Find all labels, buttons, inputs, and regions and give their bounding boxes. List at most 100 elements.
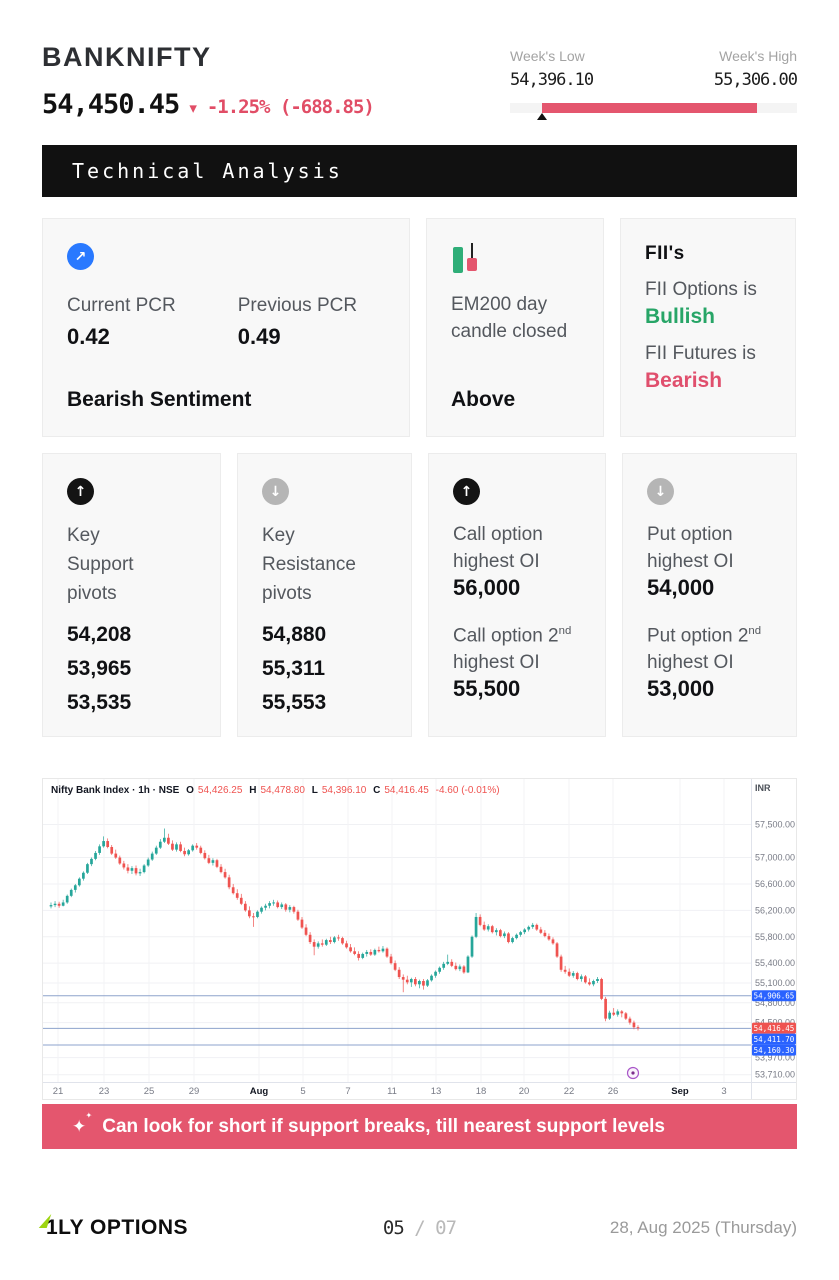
resistance-label-line: Key [262,525,295,546]
previous-pcr-value: 0.49 [237,324,281,349]
svg-text:22: 22 [564,1086,575,1097]
resistance-label-line: Resistance [262,554,356,575]
svg-text:56,600.00: 56,600.00 [755,879,795,889]
put-oi-value: 54,000 [647,575,715,600]
candlestick-chart[interactable]: 57,500.00 57,000.00 56,600.00 56,200.00 55,8… [43,779,796,1099]
em200-line2: candle closed [451,321,568,342]
em200-line1: EM200 day [451,294,548,315]
open-value: 54,426.25 [197,785,243,796]
week-high-value: 55,306.00 [713,70,798,90]
put-oi2-sup: nd [748,625,762,637]
em200-value: Above [451,388,516,411]
support-value: 54,208 [67,623,132,646]
svg-text:53,970.00: 53,970.00 [755,1053,795,1063]
svg-text:54,800.00: 54,800.00 [755,998,795,1008]
call-oi2-value: 55,500 [453,676,521,702]
svg-text:54,411.70: 54,411.70 [754,1035,795,1044]
week-low-label: Week's Low [510,48,585,64]
svg-text:Sep: Sep [671,1086,689,1097]
header: BANKNIFTY 54,450.45 ▾ -1.25% (-688.85) W… [42,42,798,120]
arrow-up-icon: ↑ [453,478,480,505]
insight-banner: ✦ ✦ Can look for short if support breaks,… [42,1104,797,1149]
insight-text: Can look for short if support breaks, ti… [102,1115,665,1137]
svg-text:55,400.00: 55,400.00 [755,958,795,968]
week-low-value: 54,396.10 [510,70,594,90]
arrow-up-right-icon: ↗ [67,243,94,270]
call-oi2-label: highest OI [453,652,540,674]
call-oi-value: 56,000 [453,575,521,600]
svg-text:57,000.00: 57,000.00 [755,853,795,863]
grid-lines [43,779,751,1082]
em200-card: EM200 day candle closed Above [426,218,604,437]
put-oi2-label: Put option 2 [647,625,749,647]
week-range-fill [541,103,757,113]
support-value: 53,965 [67,657,132,680]
arrow-down-icon: ↓ [647,478,674,505]
chart-legend: Nifty Bank Index · 1h · NSE O 54,426.25 H… [51,785,504,796]
put-oi-card: ↓ Put option highest OI 54,000 Put optio… [622,453,797,737]
support-label-line: Support [67,554,134,575]
previous-pcr-label: Previous PCR [237,295,358,316]
page-indicator: 05 / 07 [382,1217,457,1239]
svg-text:54,416.45: 54,416.45 [754,1024,795,1033]
svg-text:Aug: Aug [250,1086,269,1097]
page-total: 07 [435,1217,457,1239]
low-label: L [311,785,318,796]
close-value: 54,416.45 [384,785,429,796]
price-chart-card: Nifty Bank Index · 1h · NSE O 54,426.25 H… [42,778,797,1100]
resistance-label-line: pivots [262,583,312,604]
svg-text:18: 18 [476,1086,487,1097]
candlestick-icon [451,243,479,277]
logo-text: 1LY OPTIONS [46,1216,189,1239]
brand-logo: 1LY OPTIONS [38,1214,189,1240]
svg-text:3: 3 [721,1086,726,1097]
support-level-lines [43,995,751,1046]
arrow-up-icon: ↑ [67,478,94,505]
svg-text:29: 29 [189,1086,200,1097]
svg-text:55,100.00: 55,100.00 [755,978,795,988]
price-axis-badges [752,990,796,1056]
svg-text:20: 20 [519,1086,530,1097]
put-oi-label: highest OI [647,551,734,572]
svg-text:5: 5 [300,1086,305,1097]
support-label-line: Key [67,525,100,546]
pcr-sentiment: Bearish Sentiment [67,388,252,411]
arrow-down-icon: ↓ [262,478,289,505]
open-label: O [186,785,194,796]
candlestick-series [49,828,640,1031]
svg-text:54,906.65: 54,906.65 [754,992,795,1001]
svg-text:53,710.00: 53,710.00 [755,1070,795,1080]
chart-title: Nifty Bank Index · 1h · NSE [51,785,180,796]
symbol-name: BANKNIFTY [42,42,212,72]
svg-text:54,160.30: 54,160.30 [754,1046,795,1055]
resistance-pivots-card: ↓ Key Resistance pivots 54,880 55,311 55… [237,453,412,737]
current-pcr-label: Current PCR [67,295,176,316]
call-oi2-sup: nd [558,625,572,637]
week-range-bar [510,103,797,120]
current-price-marker [536,113,547,120]
footer: 1LY OPTIONS 05 / 07 28, Aug 2025 (Thursd… [38,1205,797,1251]
last-price: 54,450.45 [42,89,180,120]
support-label-line: pivots [67,583,117,604]
fii-futures-label: FII Futures is [645,343,756,364]
fii-options-label: FII Options is [645,279,757,300]
svg-text:21: 21 [53,1086,64,1097]
svg-text:56,200.00: 56,200.00 [755,905,795,915]
svg-text:7: 7 [345,1086,350,1097]
resistance-value: 54,880 [262,623,327,646]
report-page: BANKNIFTY 54,450.45 ▾ -1.25% (-688.85) W… [0,42,839,1251]
current-pcr-value: 0.42 [67,324,110,349]
fii-title: FII's [645,243,685,264]
fii-card: FII's FII Options is Bullish FII Futures… [620,218,796,437]
call-oi-label: Call option [453,524,543,545]
support-value: 53,535 [67,691,132,714]
pcr-card: ↗ Current PCR 0.42 Previous PCR 0.49 Bea… [42,218,410,437]
svg-text:23: 23 [99,1086,110,1097]
report-date: 28, Aug 2025 (Thursday) [609,1218,797,1237]
call-oi2-label: Call option 2 [453,625,559,647]
resistance-value: 55,553 [262,691,327,714]
svg-text:13: 13 [431,1086,442,1097]
section-title-bar: Technical Analysis [42,145,797,197]
sparkle-icon: ✦ ✦ [72,1110,93,1137]
page-current: 05 [382,1217,405,1239]
